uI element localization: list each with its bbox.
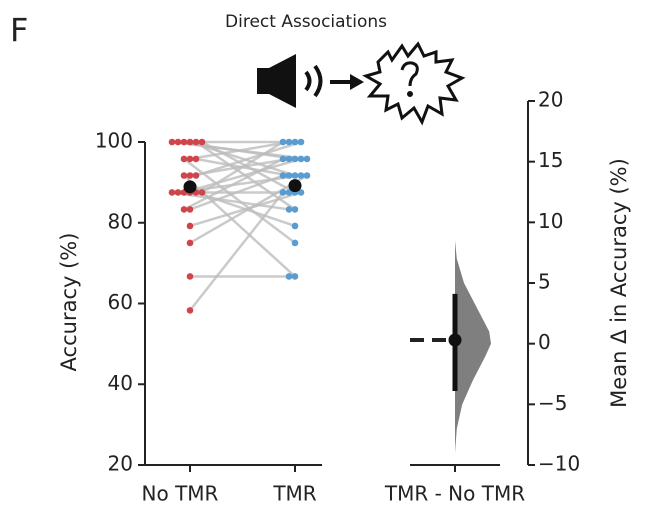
panel-label: F xyxy=(10,11,28,49)
pair-line xyxy=(177,174,302,194)
data-point xyxy=(186,172,194,179)
pair-line xyxy=(189,174,308,245)
data-point xyxy=(192,155,200,163)
data-point xyxy=(285,273,293,280)
y2-tick-label: 5 xyxy=(538,270,551,294)
data-point xyxy=(291,155,299,163)
data-point xyxy=(180,172,188,179)
y-tick-label: 60 xyxy=(108,290,133,314)
y-tick-label: 40 xyxy=(108,371,133,395)
mean-point xyxy=(288,179,302,193)
data-point xyxy=(168,189,176,196)
data-point xyxy=(180,138,188,146)
y2-tick-label: −5 xyxy=(538,391,567,415)
mean-difference-point xyxy=(448,333,462,347)
data-point xyxy=(297,189,305,196)
data-point xyxy=(279,172,287,179)
data-point xyxy=(186,307,194,314)
pair-line xyxy=(189,191,302,228)
data-point xyxy=(291,172,299,179)
y2-axis-label: Mean Δ in Accuracy (%) xyxy=(607,158,631,408)
data-point xyxy=(285,138,293,146)
data-point xyxy=(297,138,305,146)
data-point xyxy=(186,239,194,247)
data-point xyxy=(174,138,182,146)
data-point xyxy=(291,239,299,247)
data-point xyxy=(303,172,311,179)
sound-icon xyxy=(257,54,364,108)
data-point xyxy=(198,138,206,146)
data-point xyxy=(180,206,188,213)
data-point xyxy=(192,172,200,179)
y-tick-label: 100 xyxy=(95,129,133,153)
pair-line xyxy=(195,140,302,177)
data-point xyxy=(285,189,293,196)
data-point xyxy=(186,222,194,230)
x-tick-label: TMR - No TMR xyxy=(384,482,525,506)
data-point xyxy=(168,138,176,146)
data-point xyxy=(291,222,299,230)
data-point xyxy=(279,138,287,146)
y2-tick-label: 10 xyxy=(538,209,563,233)
pair-line xyxy=(201,140,284,194)
pair-line xyxy=(171,140,308,161)
data-point xyxy=(279,155,287,163)
pair-line xyxy=(189,191,284,312)
data-point xyxy=(291,206,299,213)
data-point xyxy=(186,273,194,280)
pair-line xyxy=(189,174,284,211)
data-point xyxy=(192,138,200,146)
data-point xyxy=(291,138,299,146)
x-tick-label: TMR xyxy=(272,482,316,506)
data-point xyxy=(303,155,311,163)
y2-tick-label: 0 xyxy=(538,330,551,354)
y2-tick-label: 15 xyxy=(538,148,563,172)
data-point xyxy=(180,155,188,163)
y-axis-label: Accuracy (%) xyxy=(57,233,81,372)
bootstrap-distribution xyxy=(455,240,491,453)
chart-title: Direct Associations xyxy=(225,12,387,32)
y2-tick-label: −10 xyxy=(538,452,580,476)
data-point xyxy=(285,155,293,163)
y-tick-label: 80 xyxy=(108,209,133,233)
data-point xyxy=(174,189,182,196)
data-point xyxy=(291,273,299,280)
y-tick-label: 20 xyxy=(108,452,133,476)
pair-line xyxy=(183,157,284,211)
data-point xyxy=(285,172,293,179)
data-point xyxy=(198,189,206,196)
unknown-object-icon xyxy=(362,41,466,126)
data-point xyxy=(285,206,293,213)
mean-point xyxy=(183,180,197,194)
data-point xyxy=(186,155,194,163)
data-point xyxy=(186,138,194,146)
y2-tick-label: 20 xyxy=(538,88,563,112)
data-point xyxy=(297,155,305,163)
data-point xyxy=(297,172,305,179)
data-point xyxy=(186,206,194,213)
pair-line xyxy=(183,157,302,194)
data-point xyxy=(279,189,287,196)
x-tick-label: No TMR xyxy=(142,482,219,506)
